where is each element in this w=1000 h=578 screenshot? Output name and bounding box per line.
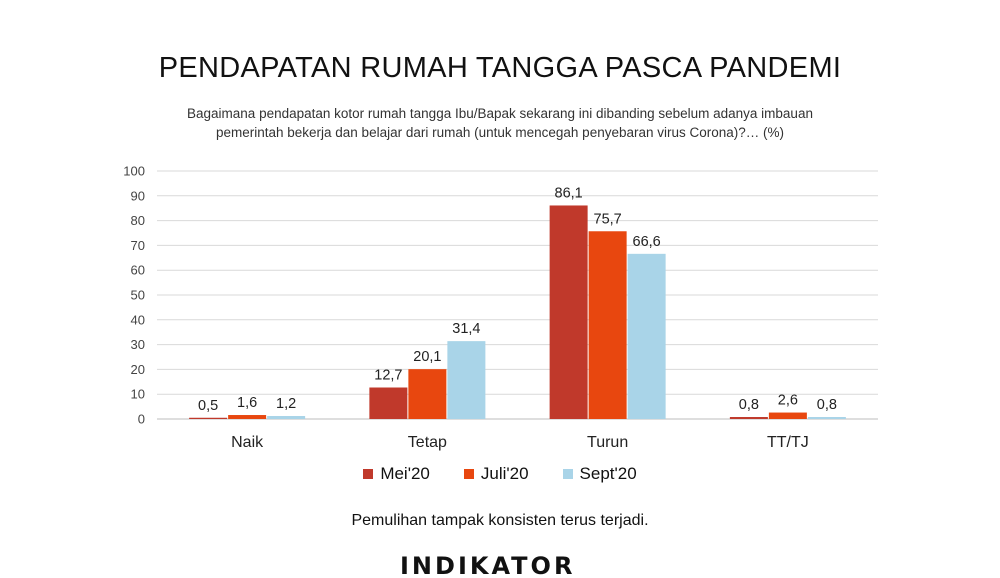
legend-swatch-mei — [363, 469, 374, 479]
data-label: 31,4 — [452, 321, 480, 337]
y-tick-label: 100 — [123, 164, 145, 179]
legend-item-juli: Juli'20 — [463, 464, 529, 484]
legend-swatch-sept — [562, 469, 573, 479]
chart-title: PENDAPATAN RUMAH TANGGA PASCA PANDEMI — [158, 52, 842, 84]
data-label: 66,6 — [633, 234, 661, 250]
bar — [588, 231, 627, 419]
legend-swatch-juli — [463, 469, 474, 479]
y-tick-label: 60 — [131, 263, 145, 278]
subtitle-line-1: Bagaimana pendapatan kotor rumah tangga … — [187, 106, 813, 121]
data-label: 0,5 — [198, 398, 218, 414]
subtitle-line-2: pemerintah bekerja dan belajar dari ruma… — [215, 125, 785, 140]
y-tick-label: 40 — [131, 312, 145, 327]
x-tick-label: TT/TJ — [767, 434, 809, 451]
y-tick-label: 30 — [131, 337, 145, 352]
x-tick-label: Tetap — [408, 434, 447, 451]
y-tick-label: 20 — [131, 362, 145, 377]
x-tick-label: Turun — [587, 434, 628, 451]
y-tick-label: 90 — [131, 188, 145, 203]
bar — [627, 253, 666, 419]
data-label: 20,1 — [413, 349, 441, 365]
bar-chart: 0 10 20 30 40 50 60 70 80 90 100 0,5 1,6 1,2 Naik 12,7 2… — [123, 164, 878, 451]
bar — [549, 205, 588, 419]
data-label: 1,2 — [276, 396, 296, 412]
bar — [369, 387, 408, 419]
y-tick-label: 50 — [131, 288, 145, 303]
y-tick-label: 0 — [138, 412, 145, 427]
data-label: 1,6 — [237, 395, 257, 411]
legend-label-sept: Sept'20 — [579, 464, 637, 483]
data-label: 75,7 — [594, 211, 622, 227]
legend-item-sept: Sept'20 — [562, 464, 637, 484]
legend-label-mei: Mei'20 — [380, 464, 430, 483]
data-label: 0,8 — [739, 397, 759, 413]
bar — [228, 415, 267, 419]
bar — [768, 412, 807, 419]
x-tick-label: Naik — [231, 434, 264, 451]
data-label: 0,8 — [817, 397, 837, 413]
footnote: Pemulihan tampak konsisten terus terjadi… — [351, 512, 649, 529]
bar — [447, 341, 486, 419]
chart-subtitle: Bagaimana pendapatan kotor rumah tangga … — [40, 104, 960, 142]
bar — [408, 369, 447, 419]
bar — [189, 417, 228, 419]
bar — [729, 417, 768, 419]
y-tick-label: 10 — [131, 387, 145, 402]
data-label: 2,6 — [778, 393, 798, 409]
legend-label-juli: Juli'20 — [480, 464, 529, 483]
data-label: 86,1 — [555, 185, 583, 201]
bar — [807, 417, 846, 419]
indikator-logo: INDIKATOR — [400, 554, 576, 578]
chart-legend: Mei'20 Juli'20 Sept'20 — [0, 464, 1000, 484]
bar — [267, 416, 306, 419]
legend-item-mei: Mei'20 — [363, 464, 430, 484]
y-tick-label: 80 — [131, 213, 145, 228]
y-tick-label: 70 — [131, 238, 145, 253]
data-label: 12,7 — [374, 368, 402, 384]
